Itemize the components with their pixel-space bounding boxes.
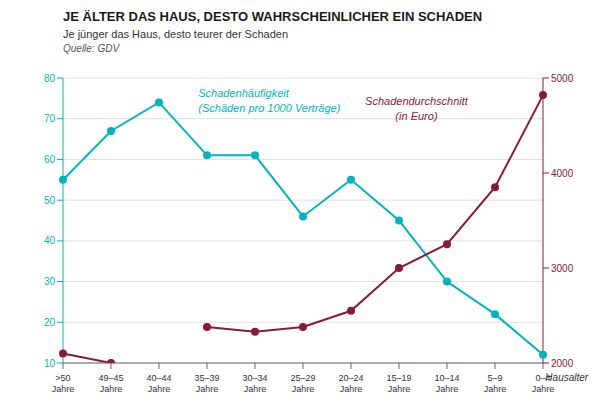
svg-text:30–34Jahre: 30–34Jahre	[242, 373, 267, 394]
svg-text:50: 50	[44, 195, 56, 206]
svg-text:60: 60	[44, 154, 56, 165]
svg-text:30: 30	[44, 276, 56, 287]
svg-text:25–29Jahre: 25–29Jahre	[290, 373, 315, 394]
svg-text:80: 80	[44, 73, 56, 84]
html-text:Quelle: GDV: Quelle: GDV	[63, 43, 120, 54]
svg-text:10–14Jahre: 10–14Jahre	[434, 373, 459, 394]
svg-text:5000: 5000	[551, 73, 574, 84]
svg-text:40–44Jahre: 40–44Jahre	[146, 373, 171, 394]
svg-text:70: 70	[44, 113, 56, 124]
html-text:0–4: 0–4	[535, 373, 551, 383]
html-text:Jahre: Jahre	[531, 384, 555, 394]
svg-text:10: 10	[44, 358, 56, 369]
svg-text:49–45Jahre: 49–45Jahre	[98, 373, 123, 394]
svg-text:3000: 3000	[551, 263, 574, 274]
html-text:Schadendurchschnitt (in Euro): Schadendurchschnitt (in Euro)	[365, 95, 468, 123]
svg-text:2000: 2000	[551, 358, 574, 369]
html-text:Je jünger das Haus, desto teur: Je jünger das Haus, desto teurer der Sch…	[63, 28, 288, 40]
svg-text:35–39Jahre: 35–39Jahre	[194, 373, 219, 394]
html-text:JE ÄLTER DAS HAUS, DESTO WAHRS: JE ÄLTER DAS HAUS, DESTO WAHRSCHEINLICHE…	[63, 9, 483, 24]
svg-text:20: 20	[44, 317, 56, 328]
html-text:Schadenhäufigkeit (Schäden pro: Schadenhäufigkeit (Schäden pro 1000 Vert…	[198, 87, 341, 115]
svg-text:5–9Jahre: 5–9Jahre	[484, 373, 507, 394]
svg-text:20–24Jahre: 20–24Jahre	[338, 373, 363, 394]
html-text:Hausalter: Hausalter	[545, 372, 589, 383]
svg-text:>50Jahre: >50Jahre	[52, 373, 75, 394]
svg-text:40: 40	[44, 235, 56, 246]
svg-text:15–19Jahre: 15–19Jahre	[386, 373, 411, 394]
svg-text:4000: 4000	[551, 168, 574, 179]
